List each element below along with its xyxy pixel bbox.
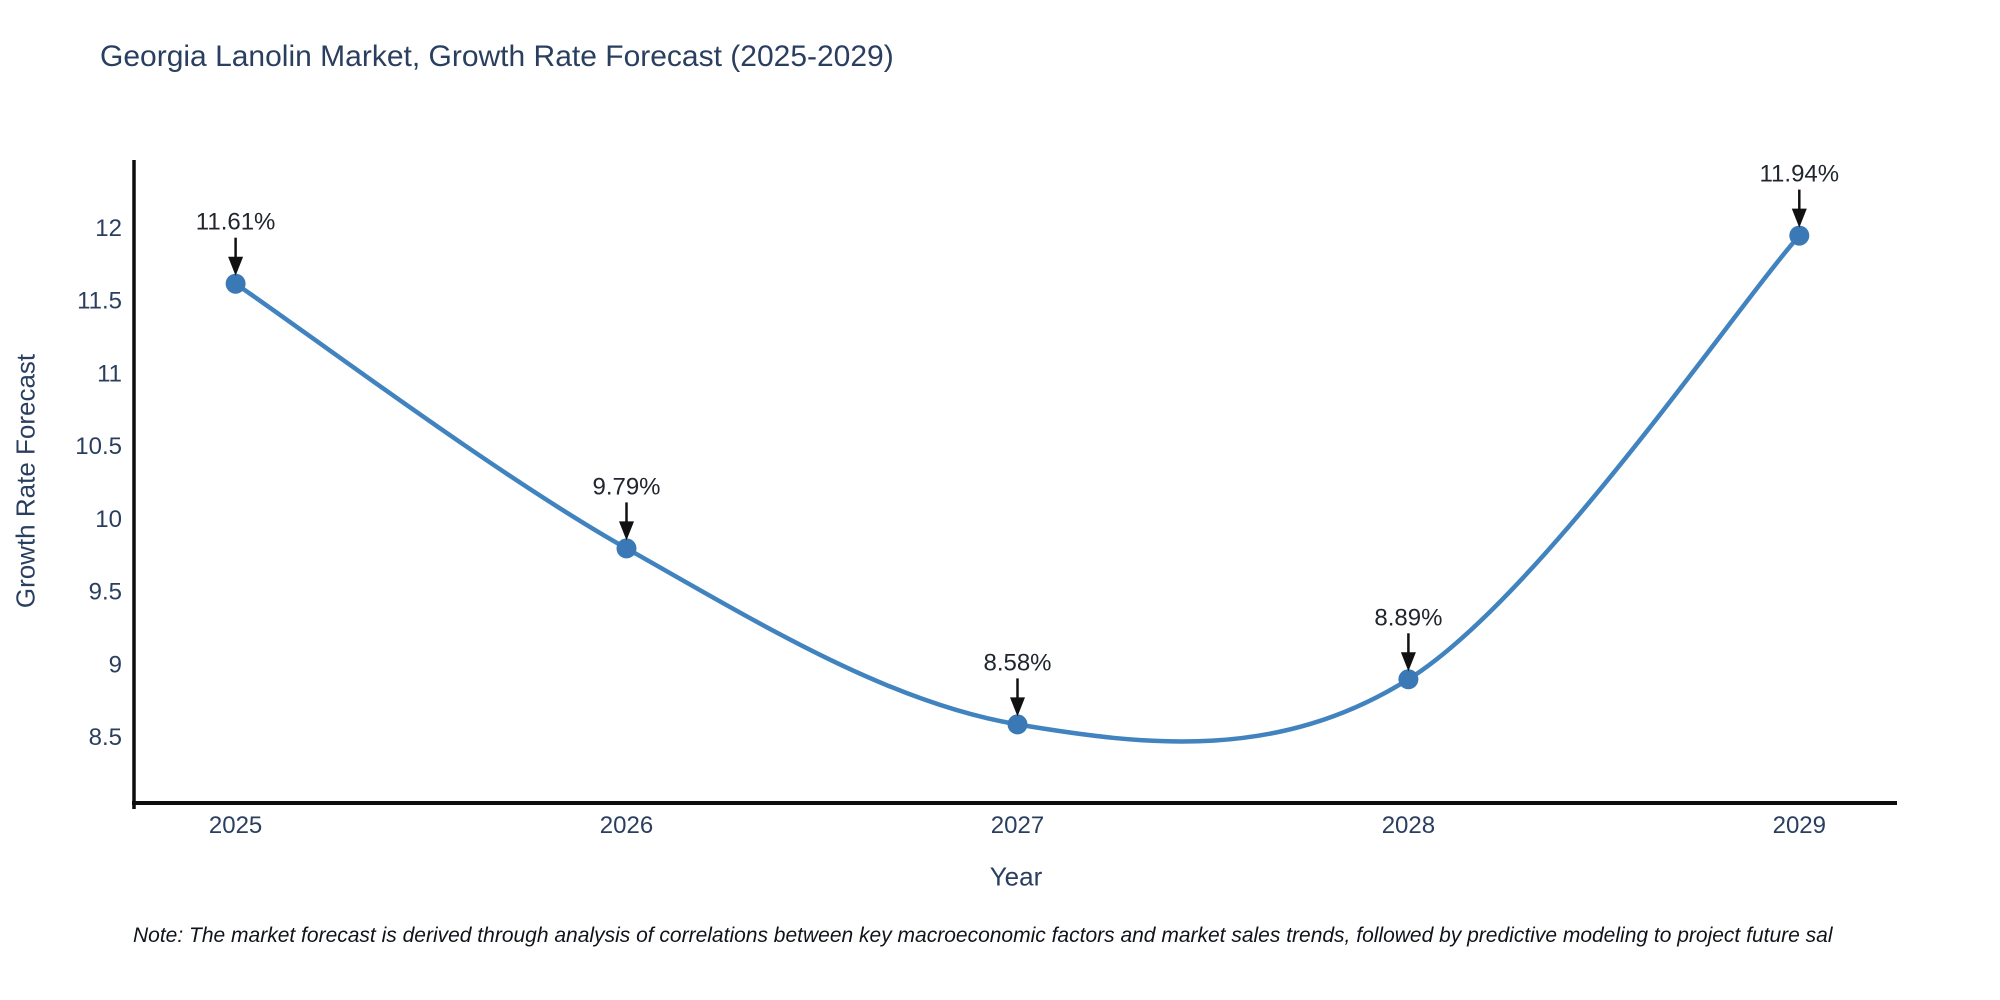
annotation-arrowhead-icon — [619, 521, 634, 541]
x-tick-label: 2026 — [600, 812, 653, 839]
data-point-marker[interactable] — [1398, 669, 1419, 690]
annotation-arrowhead-icon — [1010, 697, 1025, 717]
point-annotation: 11.61% — [196, 209, 276, 236]
x-axis-title: Year — [989, 861, 1043, 892]
y-tick-label: 12 — [95, 215, 122, 242]
y-tick-label: 8.5 — [89, 724, 122, 751]
chart-title: Georgia Lanolin Market, Growth Rate Fore… — [100, 40, 894, 73]
point-annotation: 11.94% — [1759, 161, 1839, 188]
y-tick-label: 10.5 — [75, 433, 122, 460]
y-tick-label: 10 — [95, 506, 122, 533]
data-point-marker[interactable] — [1789, 225, 1810, 246]
data-point-marker[interactable] — [225, 273, 246, 294]
annotation-arrowhead-icon — [1400, 652, 1416, 672]
point-annotation: 8.58% — [983, 649, 1051, 676]
point-annotation: 9.79% — [592, 473, 660, 500]
x-tick-label: 2028 — [1382, 812, 1435, 839]
footnote: Note: The market forecast is derived thr… — [133, 924, 1833, 947]
y-tick-label: 11.5 — [77, 288, 122, 315]
x-tick-label: 2027 — [991, 812, 1044, 839]
point-annotation: 8.89% — [1374, 604, 1442, 631]
y-tick-label: 9.5 — [89, 579, 122, 606]
x-tick-label: 2029 — [1773, 812, 1826, 839]
x-tick-label: 2025 — [209, 812, 262, 839]
y-tick-label: 11 — [97, 360, 122, 387]
annotation-arrowhead-icon — [1791, 208, 1807, 228]
data-point-marker[interactable] — [616, 538, 637, 559]
data-point-marker[interactable] — [1007, 714, 1028, 735]
annotation-arrowhead-icon — [228, 256, 244, 276]
y-tick-label: 9 — [109, 651, 122, 678]
